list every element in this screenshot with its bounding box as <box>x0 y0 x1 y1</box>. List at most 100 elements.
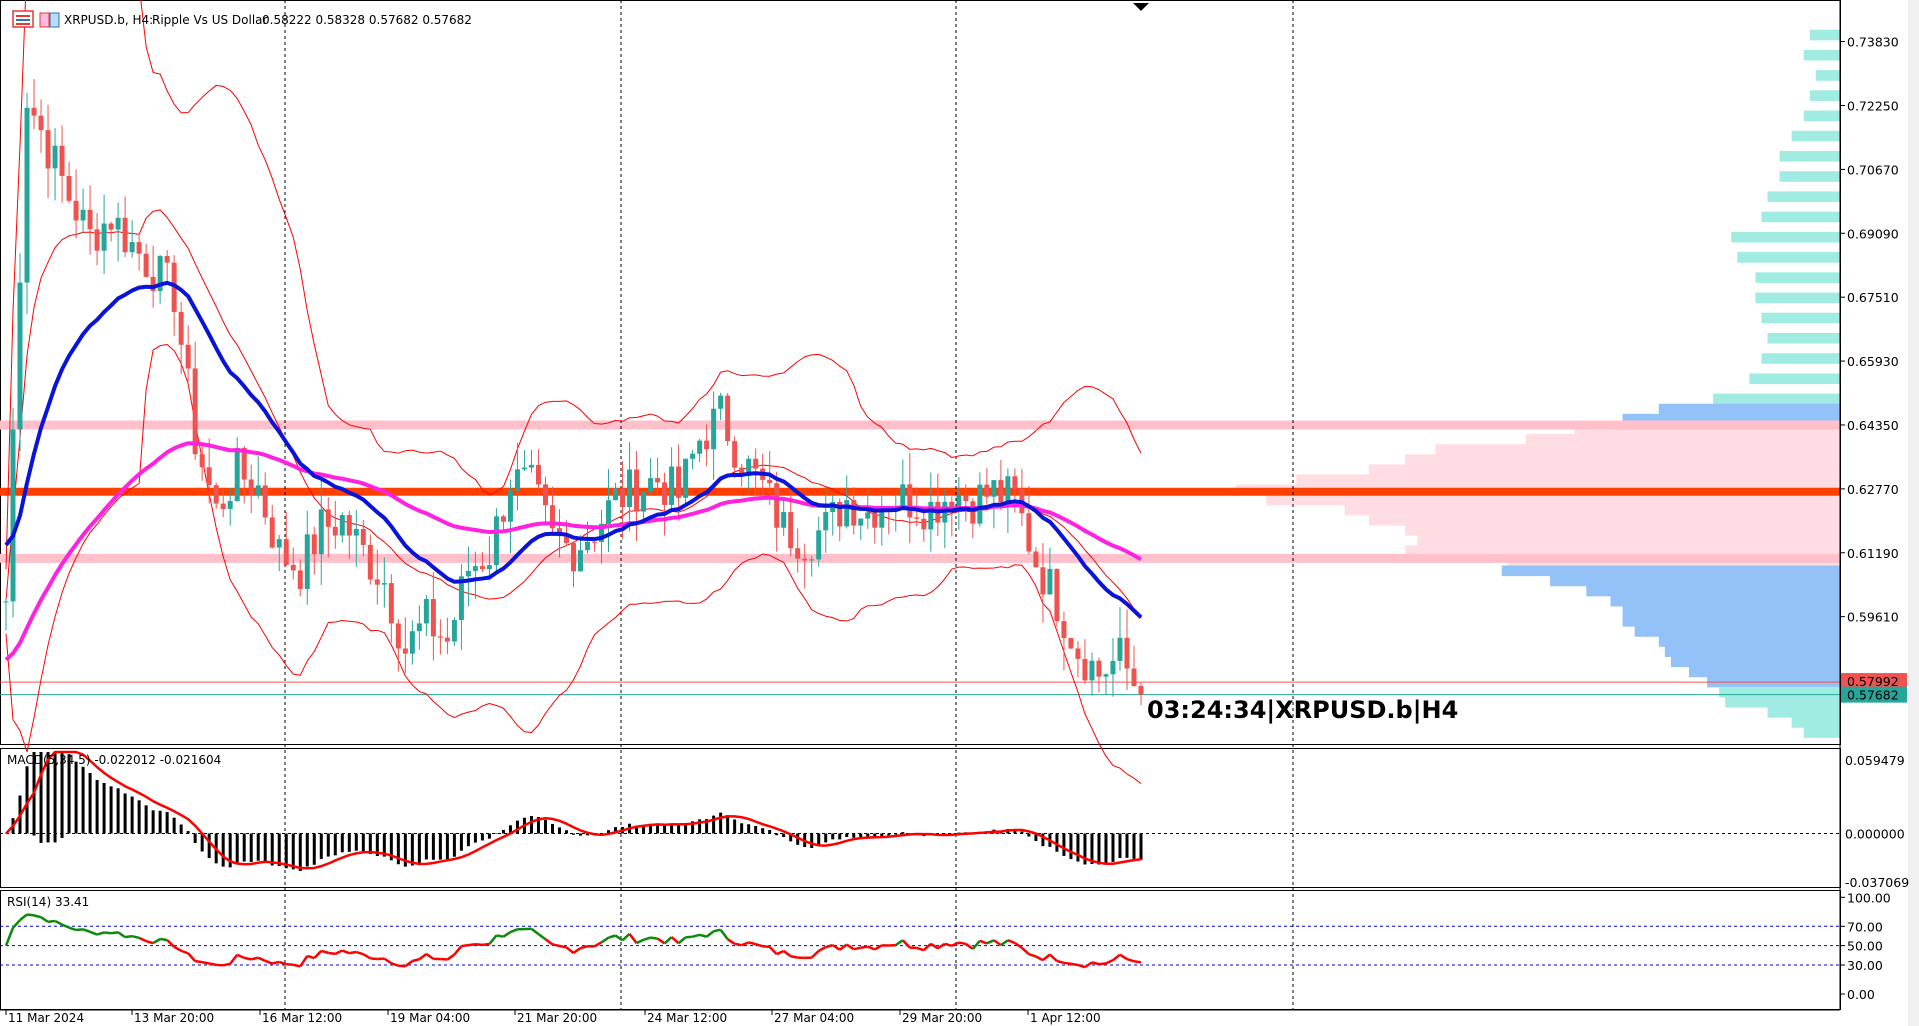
macd-histogram-bar <box>887 833 891 836</box>
candle-body <box>1047 568 1053 595</box>
candle-body <box>767 479 773 484</box>
rsi-line-segment <box>187 952 197 962</box>
one-click-trading-icon[interactable] <box>39 12 60 28</box>
volume-profile-bar <box>1368 464 1840 476</box>
candle-body <box>865 512 871 519</box>
trade-list-icon[interactable] <box>12 10 34 28</box>
macd-histogram-bar <box>845 833 849 837</box>
candle-body <box>753 458 759 469</box>
rsi-line-segment <box>349 950 357 955</box>
rsi-line-segment <box>810 949 820 959</box>
volume-profile-bar <box>1725 696 1840 708</box>
chart-shift-marker[interactable] <box>1133 3 1149 11</box>
candle-body <box>486 565 492 570</box>
macd-histogram-bar <box>235 833 239 863</box>
rsi-line-segment <box>271 960 280 965</box>
rsi-line-segment <box>768 945 778 956</box>
volume-profile-bar <box>1761 353 1840 364</box>
macd-histogram-bar <box>1055 833 1059 852</box>
candle-body <box>872 512 878 528</box>
macd-tick-label: -0.037069 <box>1845 875 1909 890</box>
candle-body <box>1110 660 1116 675</box>
macd-histogram-bar <box>670 823 674 834</box>
candle-body <box>718 395 724 409</box>
candle-body <box>725 395 731 442</box>
candle-body <box>108 223 114 230</box>
candle-body <box>1082 658 1088 681</box>
candle-body <box>1005 476 1011 503</box>
rsi-line-segment <box>131 934 140 940</box>
rsi-line-segment <box>650 936 658 940</box>
rsi-line-segment <box>621 932 631 942</box>
macd-histogram-bar <box>635 825 639 834</box>
rsi-line-segment <box>208 962 217 967</box>
candle-body <box>991 480 997 497</box>
candle-body <box>1068 638 1074 649</box>
rsi-line-segment <box>383 957 393 965</box>
candle-body <box>465 570 471 577</box>
volume-profile-bar <box>1815 70 1840 81</box>
rsi-line-segment <box>1000 939 1009 947</box>
candle-body <box>472 566 478 571</box>
rsi-line-segment <box>475 942 483 947</box>
chart-header: XRPUSD.b, H4: Ripple Vs US Dollar 0.5822… <box>12 10 472 28</box>
candle-body <box>998 480 1004 503</box>
candle-body <box>3 601 9 603</box>
macd-histogram-bar <box>207 833 211 859</box>
rsi-line-segment <box>971 939 981 950</box>
rsi-line-segment <box>530 927 540 936</box>
rsi-line-segment <box>741 941 750 947</box>
macd-histogram-bar <box>796 833 800 845</box>
candle-body <box>928 501 934 530</box>
candle-body <box>185 344 191 369</box>
candle-body <box>80 209 86 221</box>
candle-body <box>977 484 983 524</box>
candle-body <box>339 515 345 536</box>
candle-body <box>381 583 387 585</box>
rsi-tick-label: 50.00 <box>1847 939 1883 954</box>
rsi-line-segment <box>1133 960 1142 964</box>
candle-body <box>858 518 864 526</box>
volume-profile-bar <box>1405 545 1840 556</box>
candle-body <box>634 469 640 512</box>
candle-body <box>535 464 541 485</box>
rsi-line-segment <box>461 943 469 948</box>
candle-body <box>879 508 885 528</box>
macd-histogram-bar <box>1062 833 1066 856</box>
rsi-line-segment <box>40 916 49 923</box>
macd-pane-frame <box>0 748 1841 888</box>
candle-body <box>620 488 626 508</box>
symbol-description: Ripple Vs US Dollar <box>152 13 268 27</box>
macd-histogram-bar <box>824 833 828 843</box>
candle-body <box>395 623 401 649</box>
macd-histogram-bar <box>1041 833 1045 847</box>
macd-histogram-bar <box>256 833 260 861</box>
macd-histogram-bar <box>382 833 386 857</box>
macd-histogram-bar <box>410 833 414 866</box>
rsi-line-segment <box>1042 953 1051 962</box>
macd-histogram-bar <box>25 766 29 834</box>
rsi-line-segment <box>930 942 939 950</box>
rsi-line-segment <box>194 959 203 964</box>
candle-body <box>248 479 254 496</box>
macd-histogram-bar <box>361 833 365 852</box>
macd-histogram-bar <box>859 833 863 838</box>
macd-histogram-bar <box>60 752 64 838</box>
slow-moving-average <box>4 441 1142 662</box>
price-tick-label: 0.62770 <box>1847 482 1899 497</box>
rsi-line-segment <box>951 941 960 947</box>
macd-histogram-bar <box>249 833 253 862</box>
macd-histogram-bar <box>452 833 456 857</box>
rsi-line-segment <box>958 941 967 946</box>
rsi-line-segment <box>776 949 785 956</box>
candle-body <box>388 583 394 624</box>
price-tick-label: 0.65930 <box>1847 354 1899 369</box>
volume-profile-bar <box>1767 707 1840 718</box>
candle-body <box>704 440 710 450</box>
macd-histogram-bar <box>754 825 758 834</box>
rsi-line-segment <box>440 957 448 961</box>
candle-body <box>38 115 44 131</box>
rsi-tick-label: 100.00 <box>1847 890 1891 905</box>
price-tick-label: 0.70670 <box>1847 162 1899 177</box>
